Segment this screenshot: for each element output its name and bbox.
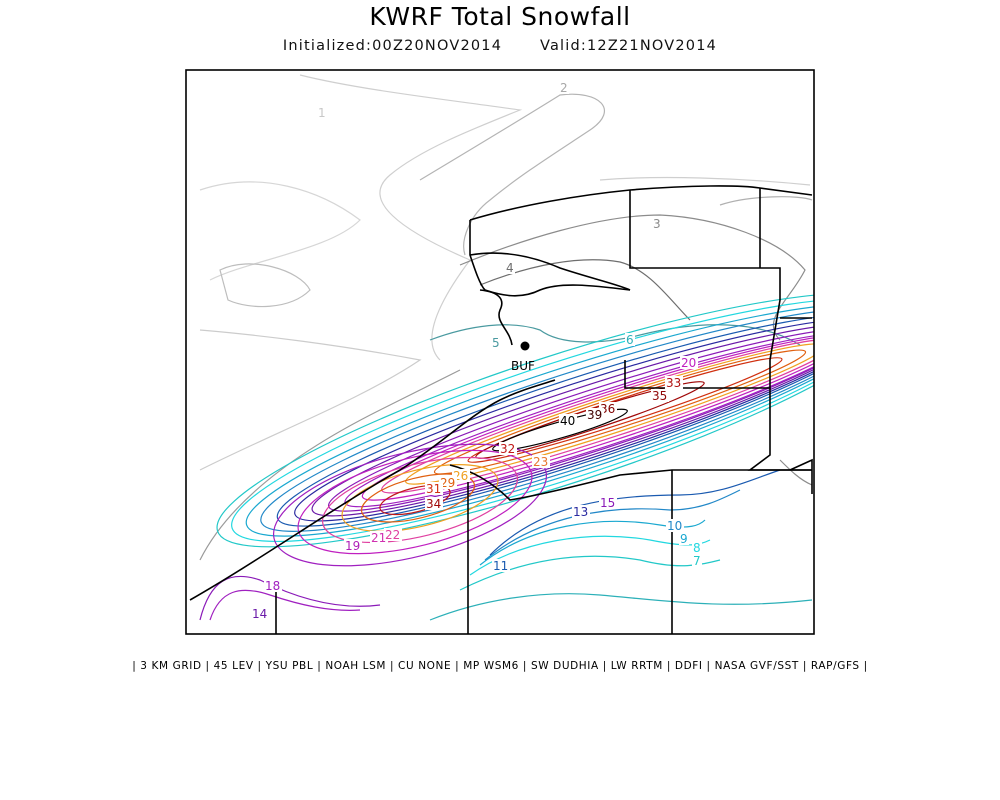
contour-label-bg	[491, 336, 501, 349]
ny-pa-line	[624, 190, 781, 389]
contour-label: 4	[506, 261, 514, 275]
contour-label-bg	[499, 442, 517, 455]
contour-2-northeast	[719, 196, 813, 206]
contour-label-bg	[665, 376, 683, 389]
contour-label: 13	[573, 505, 588, 519]
south-shore	[449, 464, 812, 501]
contour-label-bg	[599, 496, 617, 509]
contour-label: 14	[252, 607, 267, 621]
lake-ontario-shore	[469, 252, 631, 291]
contour-label: 39	[587, 408, 602, 422]
contour-5	[429, 324, 801, 346]
contour-label-bg	[384, 528, 402, 541]
contour-label: 18	[265, 579, 280, 593]
contour-label: 21	[371, 531, 386, 545]
contour-label: 29	[440, 476, 455, 490]
contour-label: 8	[693, 541, 701, 555]
contour-2-west	[219, 263, 311, 308]
contour-label: 35	[652, 389, 667, 403]
contour-label-bg	[532, 455, 550, 468]
contour-label-bg	[652, 217, 662, 230]
contour-label: 33	[666, 376, 681, 390]
contour-label-bg	[586, 408, 604, 421]
initialized-time: Initialized:00Z20NOV2014	[282, 38, 503, 54]
contour-1-mid	[199, 329, 422, 471]
contour-label-bg	[492, 559, 510, 572]
contour-label-bg	[251, 607, 269, 620]
contour-label: 40	[560, 414, 575, 428]
contour-label: 34	[426, 497, 441, 511]
contour-1-northeast	[599, 176, 811, 186]
contour-label: 10	[667, 519, 682, 533]
contour-4-southwest	[199, 369, 461, 561]
contour-label-bg	[559, 81, 569, 94]
contour-label: 11	[493, 559, 508, 573]
contour-9-south	[479, 519, 706, 566]
contour-field	[199, 74, 814, 621]
contour-label-bg	[317, 106, 327, 119]
contour-10-south	[484, 489, 741, 561]
contour-label-bg	[370, 531, 388, 544]
contour-label: 9	[680, 532, 688, 546]
city-marker	[520, 341, 530, 351]
contour-label-bg	[692, 541, 702, 554]
contour-label: 20	[681, 356, 696, 370]
ontario-shoreline	[469, 220, 631, 297]
contour-label: 7	[693, 554, 701, 568]
contour-3-southeast	[779, 459, 813, 486]
map-title: KWRF Total Snowfall	[369, 2, 631, 31]
map-frame	[185, 69, 815, 635]
contour-label-bg	[425, 482, 443, 495]
contour-2-north	[419, 93, 605, 256]
contour-label-bg	[439, 476, 457, 489]
erie-shoreline	[189, 379, 556, 601]
city-label: BUF	[511, 359, 535, 373]
contour-label: 15	[600, 496, 615, 510]
contour-label-bg	[572, 505, 590, 518]
contour-label-bg	[625, 333, 635, 346]
east-state-line	[747, 388, 812, 471]
southwest-lobe	[199, 443, 548, 621]
contour-label-bg	[505, 261, 515, 274]
contour-3	[459, 214, 806, 341]
contour-label-bg	[425, 497, 443, 510]
contour-label-bg	[666, 519, 684, 532]
contour-label-bg	[692, 554, 702, 567]
contour-label-bg	[651, 389, 669, 402]
model-config-footer: | 3 KM GRID | 45 LEV | YSU PBL | NOAH LS…	[132, 660, 868, 672]
contour-label-bg	[344, 539, 362, 552]
contour-label: 32	[500, 442, 515, 456]
contour-11-south	[489, 469, 781, 556]
snow-band	[216, 292, 814, 548]
contour-label: 6	[626, 333, 634, 347]
contour-6-south	[429, 593, 813, 621]
boundaries	[189, 185, 813, 634]
contour-label: 22	[385, 528, 400, 542]
contour-label-bg	[559, 414, 577, 427]
contour-1-west	[199, 181, 361, 281]
contour-1-outer	[299, 74, 523, 361]
contour-label: 3	[653, 217, 661, 231]
contour-label-bg	[264, 579, 282, 592]
southeast-line	[789, 458, 813, 494]
valid-time: Valid:12Z21NOV2014	[539, 38, 718, 54]
contour-label: 31	[426, 482, 441, 496]
contour-label: 19	[345, 539, 360, 553]
contour-label: 23	[533, 455, 548, 469]
contour-label-bg	[680, 356, 698, 369]
contour-4	[479, 259, 691, 321]
contour-label: 5	[492, 336, 500, 350]
map-subtitle: Initialized:00Z20NOV2014 Valid:12Z21NOV2…	[0, 38, 1000, 54]
contour-label-bg	[679, 532, 689, 545]
contour-label: 1	[318, 106, 326, 120]
contour-label: 2	[560, 81, 568, 95]
